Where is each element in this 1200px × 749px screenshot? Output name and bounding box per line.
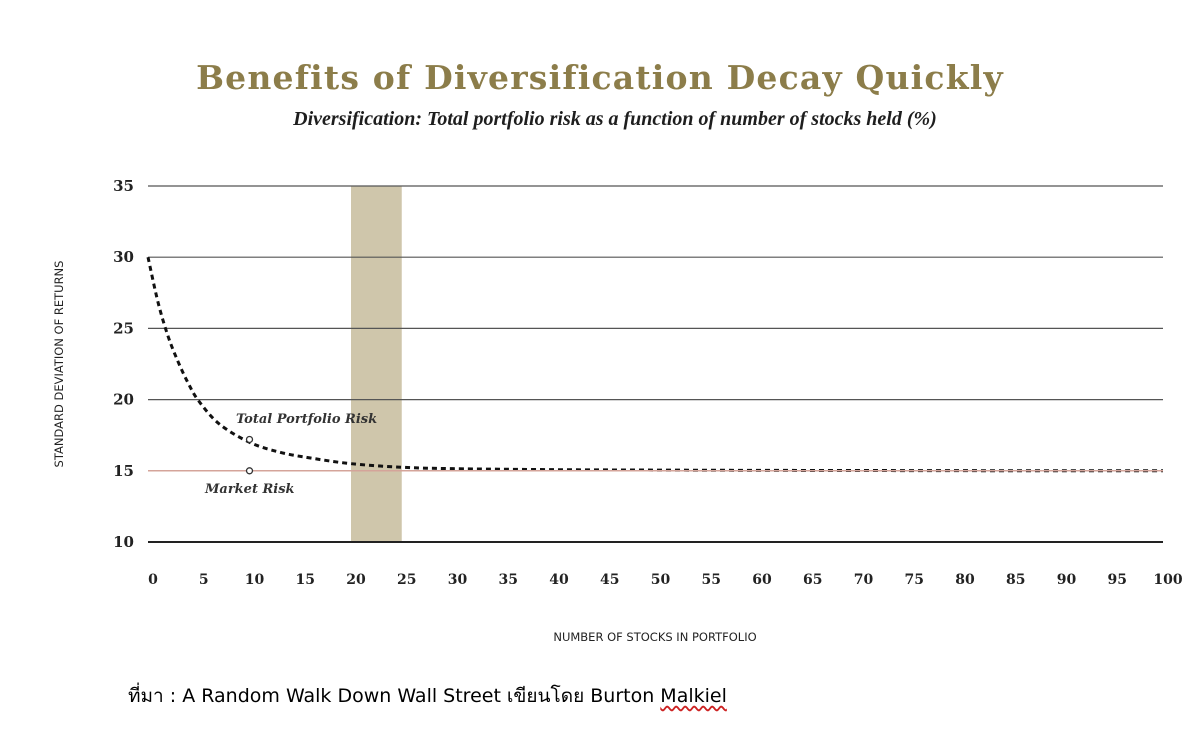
x-tick-label-75: 75 bbox=[905, 572, 924, 588]
y-tick-label-10: 10 bbox=[113, 533, 134, 551]
marker-total-portfolio-risk bbox=[245, 435, 254, 444]
x-tick-label-5: 5 bbox=[199, 572, 209, 588]
x-tick-label-85: 85 bbox=[1006, 572, 1025, 588]
x-tick-label-95: 95 bbox=[1108, 572, 1127, 588]
y-tick-label-20: 20 bbox=[113, 391, 134, 409]
x-tick-label-90: 90 bbox=[1057, 572, 1077, 588]
x-tick-label-20: 20 bbox=[346, 572, 366, 588]
x-tick-label-65: 65 bbox=[803, 572, 822, 588]
annotation-market-risk: Market Risk bbox=[204, 482, 295, 497]
x-tick-label-40: 40 bbox=[549, 572, 569, 588]
x-tick-label-100: 100 bbox=[1153, 572, 1182, 588]
x-tick-label-50: 50 bbox=[651, 572, 671, 588]
x-tick-label-0: 0 bbox=[148, 572, 158, 588]
x-axis-label: NUMBER OF STOCKS IN PORTFOLIO bbox=[553, 630, 756, 644]
x-tick-label-55: 55 bbox=[702, 572, 721, 588]
x-tick-label-30: 30 bbox=[448, 572, 468, 588]
x-tick-label-80: 80 bbox=[955, 572, 975, 588]
x-tick-label-60: 60 bbox=[752, 572, 772, 588]
shaded-band bbox=[351, 186, 402, 542]
source-author-underlined: Malkiel bbox=[660, 685, 727, 707]
x-tick-label-45: 45 bbox=[600, 572, 619, 588]
y-tick-label-25: 25 bbox=[113, 319, 134, 337]
source-text: ที่มา : A Random Walk Down Wall Street เ… bbox=[128, 685, 661, 707]
y-axis-label: STANDARD DEVIATION OF RETURNS bbox=[52, 261, 66, 468]
x-tick-label-35: 35 bbox=[499, 572, 518, 588]
x-tick-label-70: 70 bbox=[854, 572, 874, 588]
series-line-total-portfolio-risk bbox=[146, 256, 1164, 473]
y-tick-label-30: 30 bbox=[113, 248, 134, 266]
x-tick-label-10: 10 bbox=[245, 572, 265, 588]
chart-subtitle: Diversification: Total portfolio risk as… bbox=[293, 108, 937, 130]
y-tick-label-35: 35 bbox=[113, 177, 134, 195]
marker-market-risk bbox=[245, 467, 254, 475]
x-tick-label-15: 15 bbox=[296, 572, 315, 588]
source-note: ที่มา : A Random Walk Down Wall Street เ… bbox=[128, 681, 727, 711]
x-tick-label-25: 25 bbox=[397, 572, 416, 588]
annotation-total-portfolio-risk: Total Portfolio Risk bbox=[236, 412, 377, 427]
chart-title: Benefits of Diversification Decay Quickl… bbox=[196, 58, 1004, 97]
y-tick-label-15: 15 bbox=[113, 462, 134, 480]
